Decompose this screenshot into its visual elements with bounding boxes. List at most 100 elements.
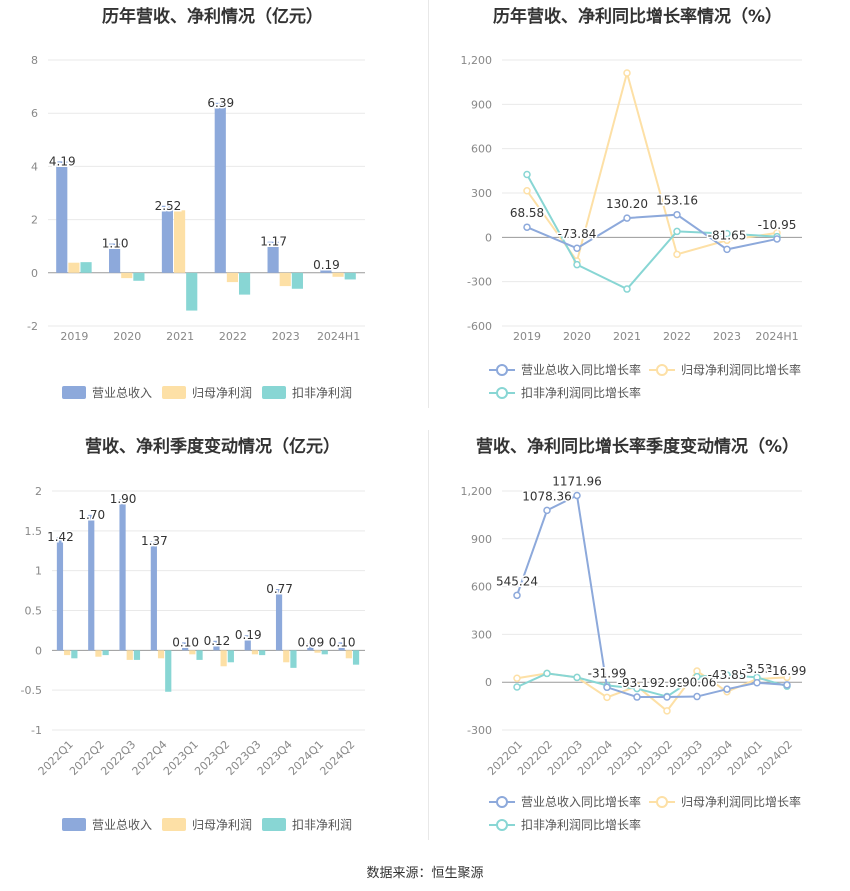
legend-swatch <box>489 386 515 399</box>
x-tick-label: 2020 <box>563 330 591 343</box>
bar-deducted-profit <box>71 650 78 659</box>
point-revenue-growth <box>753 679 761 687</box>
point-revenue-growth <box>723 685 731 693</box>
y-tick-label: -300 <box>467 724 492 737</box>
chart-panel-annual-growth: 历年营收、净利同比增长率情况（%） 1,200 900 600 300 0 -300 -60… <box>425 0 850 410</box>
bar-deducted-profit <box>352 650 360 665</box>
y-tick-label: 900 <box>471 533 492 546</box>
data-label: 0.77 <box>266 582 293 596</box>
data-label: 545.24 <box>496 574 538 588</box>
data-label: -31.99 <box>588 666 627 680</box>
legend-item-deducted-profit-growth[interactable]: 扣非净利润同比增长率 <box>489 384 641 401</box>
point-deducted-profit-growth <box>513 683 521 691</box>
x-tick-label: 2024Q2 <box>317 738 357 778</box>
point-revenue-growth <box>773 235 781 243</box>
legend-label: 营业总收入同比增长率 <box>521 795 642 809</box>
point-revenue-growth <box>633 693 641 701</box>
chart-title: 历年营收、净利同比增长率情况（%） <box>492 7 783 27</box>
bar-revenue <box>56 537 64 651</box>
point-revenue-growth <box>663 693 671 701</box>
data-label: -16.99 <box>768 664 807 678</box>
bar-net-profit <box>68 262 80 273</box>
y-tick-label: 0 <box>485 676 492 689</box>
y-tick-label: 8 <box>31 54 38 67</box>
bar-revenue <box>213 640 220 651</box>
data-label: -43.85 <box>708 668 747 682</box>
legend-label: 归母净利润同比增长率 <box>681 363 802 377</box>
y-tick-label: 600 <box>471 581 492 594</box>
x-tick-label: 2023 <box>272 330 300 343</box>
data-label: 0.09 <box>297 635 324 649</box>
bar-deducted-profit <box>259 650 266 656</box>
chart-panel-quarterly-amount: 营收、净利季度变动情况（亿元） 2 1.5 1 0.5 0 -0.5 -1 2022Q1 202… <box>0 430 425 850</box>
legend-item-revenue-growth[interactable]: 营业总收入同比增长率 <box>489 361 641 378</box>
legend-item-deducted-profit[interactable]: 扣非净利润 <box>262 816 352 833</box>
y-tick-label: 1.5 <box>25 525 43 538</box>
legend-label: 扣非净利润同比增长率 <box>521 386 642 400</box>
source-label: 数据来源： <box>366 866 432 881</box>
x-tick-label: 2019 <box>60 330 88 343</box>
legend-swatch <box>262 386 286 399</box>
bar-revenue <box>267 241 279 273</box>
data-label: 1171.96 <box>552 474 602 488</box>
y-tick-label: -0.5 <box>21 684 42 697</box>
data-label: 92.98 <box>650 676 684 690</box>
y-tick-label: 1,200 <box>461 485 493 498</box>
bar-revenue <box>307 643 314 651</box>
data-label: 2.52 <box>155 199 182 213</box>
legend-label: 归母净利润 <box>192 386 253 400</box>
point-net-profit-growth <box>623 69 631 77</box>
bar-deducted-profit <box>165 650 172 692</box>
series-line-deducted-profit-growth <box>526 174 778 291</box>
bar-net-profit <box>332 272 344 277</box>
x-tick-label: 2021 <box>613 330 641 343</box>
bar-net-profit <box>314 650 321 653</box>
bar-deducted-profit <box>291 272 303 289</box>
x-tick-label: 2023 <box>713 330 741 343</box>
legend-item-deducted-profit-growth[interactable]: 扣非净利润同比增长率 <box>489 816 641 833</box>
y-tick-label: 1,200 <box>461 54 493 67</box>
point-net-profit-growth <box>673 250 681 259</box>
point-net-profit-growth <box>783 673 791 682</box>
data-label: 1.10 <box>102 237 129 251</box>
point-deducted-profit-growth <box>573 673 581 682</box>
legend-item-net-profit[interactable]: 归母净利润 <box>162 816 252 833</box>
y-tick-label: 6 <box>31 107 38 120</box>
point-revenue-growth <box>783 681 791 689</box>
legend-item-revenue[interactable]: 营业总收入 <box>62 816 152 833</box>
point-deducted-profit-growth <box>573 260 581 269</box>
data-label: -90.06 <box>678 676 717 690</box>
legend-item-net-profit-growth[interactable]: 归母净利润同比增长率 <box>649 361 801 378</box>
bar-revenue <box>88 514 95 651</box>
legend-label: 归母净利润 <box>192 818 253 832</box>
legend-item-revenue[interactable]: 营业总收入 <box>62 384 152 401</box>
bar-revenue <box>119 498 126 651</box>
legend-label: 营业总收入 <box>92 818 153 832</box>
bar-net-profit <box>126 650 133 660</box>
point-revenue-growth <box>693 692 701 701</box>
legend-label: 扣非净利润 <box>292 386 353 400</box>
bar-revenue <box>161 205 174 273</box>
y-tick-label: 600 <box>471 143 492 156</box>
bar-revenue <box>338 642 345 651</box>
legend-item-deducted-profit[interactable]: 扣非净利润 <box>262 384 352 401</box>
legend-item-net-profit[interactable]: 归母净利润 <box>162 384 252 401</box>
legend-item-net-profit-growth[interactable]: 归母净利润同比增长率 <box>649 793 801 810</box>
x-tick-label: 2020 <box>113 330 141 343</box>
data-label: 68.58 <box>510 206 544 220</box>
y-tick-label: 2 <box>35 485 42 498</box>
data-label: -10.95 <box>758 218 797 232</box>
bar-deducted-profit <box>133 272 145 281</box>
chart-panel-annual-amount: 历年营收、净利情况（亿元） 8 6 4 2 0 -2 2019 2020 2021 2022 202… <box>0 0 425 410</box>
data-label: 4.19 <box>49 154 76 168</box>
point-deducted-profit-growth <box>723 671 731 679</box>
bar-deducted-profit <box>186 272 198 311</box>
y-tick-label: -2 <box>27 320 38 333</box>
bar-deducted-profit <box>321 650 328 655</box>
legend-swatch <box>489 363 515 376</box>
y-tick-label: 300 <box>471 628 492 641</box>
legend-item-revenue-growth[interactable]: 营业总收入同比增长率 <box>489 793 641 810</box>
data-label: -73.84 <box>558 227 597 241</box>
legend-swatch <box>262 818 286 831</box>
bar-revenue <box>244 635 251 651</box>
